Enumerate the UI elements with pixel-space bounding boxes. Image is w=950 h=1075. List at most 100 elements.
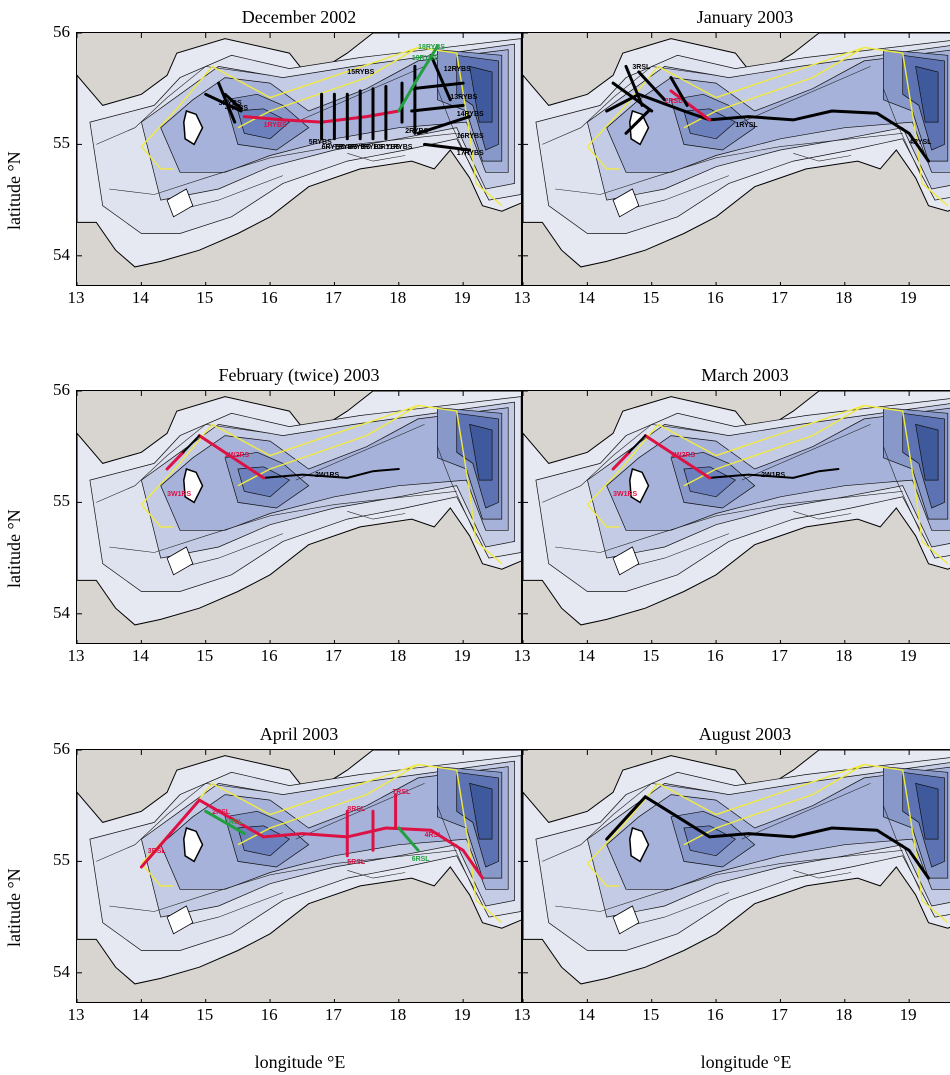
map-area: 2W1RS 2W2RS 3W1RS xyxy=(522,390,950,644)
depth-band xyxy=(469,423,493,481)
cruise-track xyxy=(628,434,647,454)
x-tick-label: 14 xyxy=(577,646,595,665)
x-tick-label: 18 xyxy=(835,288,853,307)
cruise-track xyxy=(262,826,484,880)
x-tick-label: 14 xyxy=(577,1005,595,1024)
study-area-boundary xyxy=(237,46,419,129)
depth-contour xyxy=(437,88,477,178)
bornholm-island xyxy=(183,468,204,504)
depth-band xyxy=(915,423,939,481)
map-panel-apr-2003: April 2003 3RSL 2RSL 1RSL 5RSL 7RSL 4RSL 6RSL 8… xyxy=(53,723,522,1024)
cruise-track xyxy=(197,798,266,839)
x-tick-label: 14 xyxy=(131,1005,149,1024)
depth-contour xyxy=(793,870,852,879)
y-tick-label: 54 xyxy=(53,244,70,264)
x-tick-label: 15 xyxy=(642,646,660,665)
study-area-boundary xyxy=(237,763,419,846)
x-tick-label: 17 xyxy=(324,1005,342,1024)
depth-contour xyxy=(96,424,271,503)
depth-band xyxy=(915,782,939,840)
x-tick-label: 14 xyxy=(577,288,595,307)
map-panel-dec-2002: December 2002 15RYBS 12RYBS 13RYBS 14RYBS 16… xyxy=(53,6,522,307)
track-label: 5RYBS xyxy=(308,138,332,146)
tick-marks xyxy=(523,33,910,285)
panel-title: February (twice) 2003 xyxy=(218,365,380,385)
depth-contour xyxy=(883,805,923,895)
study-area-boundary xyxy=(586,146,620,170)
cruise-track xyxy=(262,468,400,479)
cruise-track xyxy=(182,434,201,454)
map-panel-aug-2003: August 2003 13 14 15 16 17 18 19 xyxy=(514,723,950,1024)
x-tick-label: 18 xyxy=(835,1005,853,1024)
depth-contour xyxy=(96,66,271,145)
bathymetry-map xyxy=(523,33,950,285)
tick-marks xyxy=(523,391,910,643)
cruise-track xyxy=(223,92,243,111)
bornholm-island xyxy=(629,827,650,863)
track-label: 14RYBS xyxy=(456,111,484,118)
y-tick-label: 55 xyxy=(53,133,70,153)
x-tick-label: 13 xyxy=(513,288,531,307)
x-tick-label: 17 xyxy=(324,288,342,307)
lagoon xyxy=(612,546,640,576)
depth-contour xyxy=(542,783,717,862)
tick-marks xyxy=(77,750,521,1002)
depth-band xyxy=(915,65,939,123)
bornholm-island xyxy=(629,110,650,146)
lagoon xyxy=(612,905,640,935)
bathymetry-map xyxy=(523,750,950,1002)
x-tick-label: 15 xyxy=(642,288,660,307)
x-tick-label: 13 xyxy=(67,646,85,665)
depth-contour xyxy=(793,153,852,162)
study-area-boundary xyxy=(586,504,620,528)
map-area: 2W1RS 2W2RS 3W1RS xyxy=(76,390,522,644)
bathymetry-map xyxy=(523,391,950,643)
y-tick-label: 54 xyxy=(53,602,70,622)
track-label: 7RYBS xyxy=(334,144,358,152)
track-label: 16RYBS xyxy=(456,133,484,141)
cruise-track xyxy=(397,44,439,113)
cruise-track xyxy=(624,109,650,135)
cruise-track xyxy=(423,142,472,152)
cruise-track xyxy=(611,81,654,113)
study-area-boundary xyxy=(237,404,419,487)
x-tick-label: 19 xyxy=(899,646,917,665)
map-area xyxy=(522,749,950,1003)
y-tick-label: 54 xyxy=(53,961,70,981)
x-tick-label: 14 xyxy=(131,288,149,307)
track-label: 4RSL xyxy=(424,832,443,840)
track-label: 1RYBS xyxy=(263,122,287,130)
track-label: 2W2RS xyxy=(225,452,250,460)
y-axis-label: latitude °N xyxy=(4,868,24,947)
cruise-track xyxy=(429,53,452,102)
track-label: 18RYBS xyxy=(418,44,446,52)
depth-contour xyxy=(437,446,477,536)
cruise-track xyxy=(204,92,243,113)
depth-contour xyxy=(741,783,871,840)
depth-contour xyxy=(437,805,477,895)
x-tick-label: 15 xyxy=(196,1005,214,1024)
track-label: 8RSL xyxy=(347,805,366,813)
track-label: 11RYBS xyxy=(385,144,413,152)
x-tick-label: 16 xyxy=(260,646,278,665)
y-tick-label: 55 xyxy=(53,850,70,870)
cruise-track xyxy=(624,64,644,107)
cruise-track xyxy=(605,794,930,880)
y-tick-label: 55 xyxy=(53,491,70,511)
track-label: 2W1RS xyxy=(761,472,786,480)
track-label: 2RSL xyxy=(212,809,231,816)
depth-contour xyxy=(295,424,425,481)
track-label: 3W1RS xyxy=(167,491,192,499)
bornholm-island xyxy=(629,468,650,504)
track-label: 12RYBS xyxy=(443,66,471,74)
y-tick-label: 56 xyxy=(53,739,70,758)
y-tick-label: 56 xyxy=(53,22,70,41)
y-axis-label: latitude °N xyxy=(4,509,24,588)
study-area-boundary xyxy=(586,863,620,887)
depth-contour xyxy=(883,446,923,536)
x-tick-label: 15 xyxy=(196,646,214,665)
lagoon xyxy=(166,546,194,576)
track-label: 2RYBS xyxy=(405,127,429,135)
x-tick-label: 17 xyxy=(324,646,342,665)
track-label: 3W1RS xyxy=(613,491,638,499)
